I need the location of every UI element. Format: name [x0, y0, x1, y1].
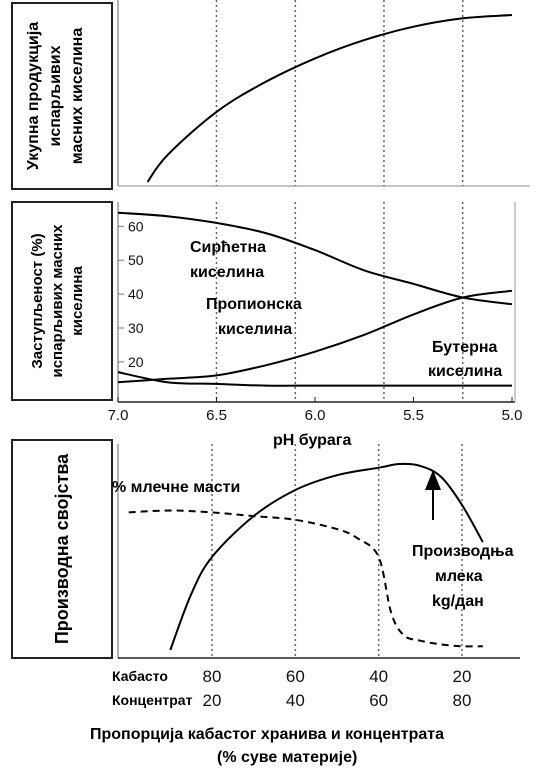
panel3-tick-value: 60	[286, 667, 305, 686]
butyric-label-1: Бутерна	[432, 339, 498, 356]
milk-yield-label-2: млека	[435, 568, 483, 585]
acetic-label-2: киселина	[190, 264, 264, 281]
panel2-y-tick-label: 20	[128, 354, 144, 370]
panel2-xlabel: pH бурага	[273, 432, 351, 449]
panel3-tick-value: 80	[203, 667, 222, 686]
milk-yield-label-1: Производња	[412, 543, 514, 560]
panel2-y-tick-label: 60	[128, 218, 144, 234]
panel3-tick-row-label: Концентрат	[112, 692, 193, 708]
panel1-gridlines	[215, 0, 464, 186]
acetic-label-1: Сирћетна	[190, 239, 266, 256]
panel2-series	[117, 211, 513, 387]
panel-production: Производна својства % млечне масти Произ…	[11, 439, 520, 766]
propionic-acid-line	[117, 289, 513, 384]
milk-fat-line	[128, 509, 483, 648]
panel3-tick-value: 20	[203, 691, 222, 710]
panel-total-vfa: Укупна продукција испарљивих масних кисели…	[11, 0, 530, 190]
panel2-ylabel: Заступљеност (%) испарљивих масних киселин…	[29, 224, 86, 378]
butyric-acid-line	[117, 371, 512, 387]
panel2-label-box	[11, 201, 113, 401]
panel2-x-ticks: 7.0 6.5 6.0 5.5 5.0	[108, 397, 523, 424]
propionic-label-1: Пропионска	[206, 296, 302, 313]
arrow-up-icon	[425, 470, 441, 520]
panel2-x-tick-label: 7.0	[108, 407, 129, 424]
butyric-label-2: киселина	[428, 363, 502, 380]
panel1-ylabel-line1: Укупна продукција испарљивих масних кисели…	[25, 22, 86, 170]
panel3-xlabel-line2: (% суве материје)	[217, 749, 357, 766]
panel2-y-ticks: 20 30 40 50 60	[118, 218, 144, 370]
panel3-tick-value: 40	[286, 691, 305, 710]
panel3-label-box	[11, 439, 113, 659]
acetic-acid-line	[117, 211, 513, 306]
panel3-tick-value: 60	[369, 691, 388, 710]
panel3-xlabel-line1: Пропорција кабастог хранива и концентрат…	[90, 726, 444, 743]
panel2-x-tick-label: 5.5	[403, 407, 424, 424]
panel1-total-vfa-line	[146, 14, 513, 183]
panel3-tick-value: 80	[453, 691, 472, 710]
panel-vfa-proportion: Заступљеност (%) испарљивих масних киселин…	[11, 201, 523, 449]
panel3-tick-value: 40	[369, 667, 388, 686]
milk-fat-label: % млечне масти	[112, 479, 240, 496]
panel2-x-tick-label: 6.0	[305, 407, 326, 424]
panel3-x-ticks: Кабасто 80 60 40 20 Концентрат 20 40 60 80	[112, 667, 471, 710]
milk-yield-label-3: kg/дан	[432, 593, 484, 610]
panel2-x-tick-label: 5.0	[502, 407, 523, 424]
milk-yield-line	[169, 462, 484, 651]
panel2-y-tick-label: 50	[128, 252, 144, 268]
panel2-gridlines	[215, 202, 464, 402]
propionic-label-2: киселина	[218, 321, 292, 338]
panel2-x-tick-label: 6.5	[206, 407, 227, 424]
panel3-tick-value: 20	[453, 667, 472, 686]
panel3-gridlines	[211, 444, 463, 658]
panel3-ylabel: Производна својства	[52, 453, 72, 644]
panel1-label-box	[11, 2, 113, 190]
panel2-y-tick-label: 40	[128, 286, 144, 302]
panel2-y-tick-label: 30	[128, 320, 144, 336]
panel3-tick-row-label: Кабасто	[112, 668, 168, 684]
